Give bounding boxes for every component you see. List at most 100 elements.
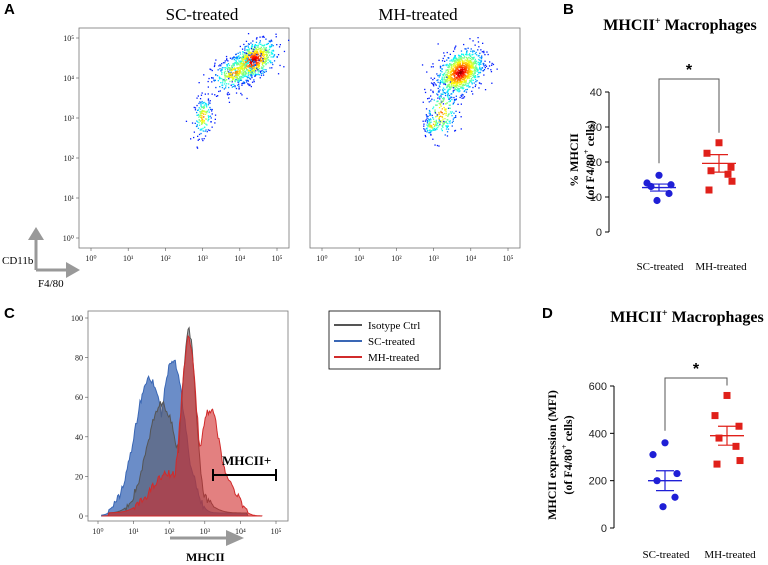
flow-event bbox=[251, 63, 253, 65]
flow-event bbox=[228, 68, 231, 70]
flow-event bbox=[267, 57, 269, 59]
flow-event bbox=[428, 109, 431, 112]
flow-event bbox=[224, 75, 226, 77]
flow-event bbox=[231, 81, 233, 83]
flow-event bbox=[460, 57, 462, 59]
flow-event bbox=[275, 36, 277, 38]
flow-event bbox=[251, 71, 253, 73]
flow-event bbox=[459, 63, 462, 65]
flow-event bbox=[202, 127, 204, 130]
flow-event bbox=[453, 112, 455, 114]
flow-event bbox=[262, 72, 264, 74]
flow-event bbox=[457, 69, 459, 71]
flow-event bbox=[460, 82, 462, 84]
flow-event bbox=[440, 70, 442, 72]
flow-event bbox=[254, 59, 256, 61]
flow-event bbox=[481, 51, 483, 53]
flow-event bbox=[257, 71, 259, 73]
flow-event bbox=[267, 51, 269, 53]
flow-event bbox=[250, 52, 252, 54]
flow-event bbox=[204, 118, 207, 120]
flow-event bbox=[460, 59, 463, 61]
flow-event bbox=[472, 74, 474, 76]
flow-event bbox=[466, 51, 468, 53]
flow-event bbox=[438, 116, 441, 118]
flow-event bbox=[238, 83, 240, 85]
flow-event bbox=[262, 59, 265, 61]
flow-event bbox=[447, 125, 449, 127]
d-cat-mh: MH-treated bbox=[704, 549, 756, 561]
flow-event bbox=[263, 54, 266, 56]
flow-event bbox=[463, 84, 465, 86]
flow-event bbox=[464, 76, 466, 78]
flow-event bbox=[463, 69, 465, 71]
flow-event bbox=[468, 73, 470, 75]
flow-event bbox=[234, 68, 236, 70]
significance-bracket bbox=[664, 377, 728, 431]
flow-event bbox=[471, 72, 474, 74]
flow-event bbox=[454, 55, 456, 57]
flow-event bbox=[441, 78, 443, 80]
flow-event bbox=[453, 99, 456, 102]
flow-event bbox=[253, 68, 255, 70]
flow-event bbox=[249, 52, 251, 54]
flow-event bbox=[460, 94, 462, 97]
flow-event bbox=[250, 69, 252, 72]
flow-event bbox=[254, 61, 256, 63]
flow-event bbox=[263, 55, 265, 57]
flow-event bbox=[472, 93, 474, 95]
flow-event bbox=[442, 118, 444, 120]
flow-event bbox=[450, 74, 452, 76]
flow-event bbox=[261, 50, 263, 52]
flow-event bbox=[254, 50, 256, 52]
flow-event bbox=[454, 59, 456, 61]
flow-event bbox=[450, 75, 452, 78]
flow-event bbox=[431, 114, 433, 117]
flow-event bbox=[253, 55, 256, 57]
flow-event bbox=[198, 119, 200, 121]
flow-event bbox=[463, 56, 466, 58]
flow-event bbox=[243, 75, 245, 78]
flow-event bbox=[239, 77, 241, 79]
flow-event bbox=[444, 94, 447, 97]
flow-event bbox=[255, 60, 257, 62]
flow-event bbox=[203, 104, 205, 106]
flow-event bbox=[453, 117, 455, 119]
data-point bbox=[732, 442, 740, 450]
flow-event bbox=[247, 50, 249, 52]
flow-event bbox=[248, 66, 250, 68]
flow-event bbox=[460, 79, 462, 81]
flow-event bbox=[456, 62, 459, 64]
flow-event bbox=[488, 65, 491, 67]
flow-event bbox=[490, 69, 492, 71]
flow-event bbox=[256, 48, 258, 50]
flow-event bbox=[442, 113, 444, 115]
flow-event bbox=[201, 117, 203, 120]
flow-event bbox=[257, 65, 259, 67]
flow-event bbox=[475, 65, 477, 67]
flow-event bbox=[443, 121, 446, 123]
flow-event bbox=[242, 51, 245, 53]
flow-event bbox=[247, 61, 249, 64]
flow-event bbox=[465, 83, 467, 85]
flow-event bbox=[209, 102, 211, 104]
flow-event bbox=[447, 70, 450, 72]
flow-event bbox=[258, 55, 261, 57]
flow-event bbox=[432, 118, 435, 120]
flow-event bbox=[242, 53, 244, 55]
flow-event bbox=[230, 67, 232, 69]
flow-event bbox=[446, 126, 448, 128]
flow-event bbox=[473, 74, 475, 76]
flow-event bbox=[452, 83, 454, 85]
flow-event bbox=[229, 69, 231, 71]
flow-event bbox=[482, 64, 485, 66]
flow-event bbox=[466, 62, 468, 64]
flow-event bbox=[465, 80, 467, 83]
flow-event bbox=[447, 84, 450, 86]
flow-event bbox=[228, 86, 230, 89]
flow-event bbox=[275, 33, 277, 35]
flow-event bbox=[210, 68, 212, 71]
flow-event bbox=[475, 84, 477, 86]
flow-event bbox=[209, 68, 211, 70]
flow-event bbox=[445, 79, 447, 82]
